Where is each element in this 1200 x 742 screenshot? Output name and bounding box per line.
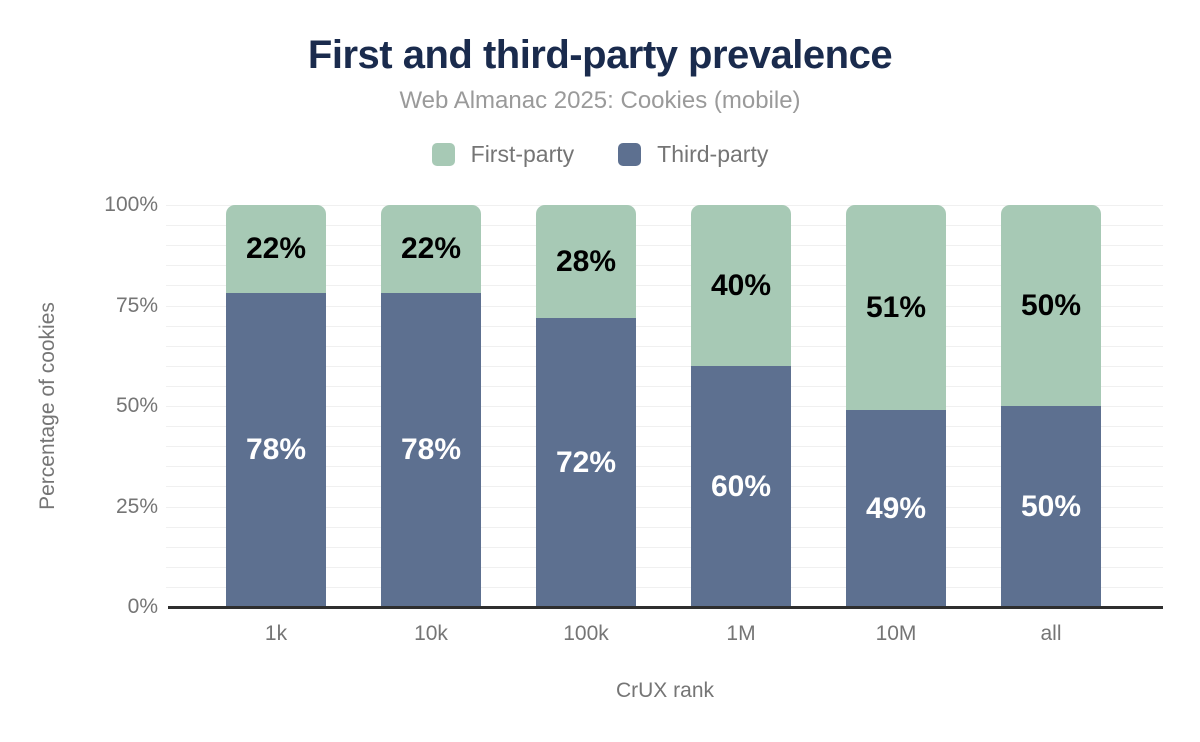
bar-value-label: 60% [710,469,772,503]
bar-value-label: 78% [245,433,307,466]
bar-segment-third-party: 50% [1001,406,1101,607]
x-tick-label: 100k [563,622,609,645]
gridline [166,566,1163,568]
x-tick-label: 10k [414,622,448,645]
gridline [166,486,1163,488]
gridline [166,586,1163,588]
gridline [166,466,1163,468]
gridline [166,426,1163,428]
gridline [166,205,1163,206]
bar-value-label: 50% [1020,288,1082,322]
bar-segment-third-party: 49% [846,410,946,607]
bar-segment-first-party: 22% [381,205,481,293]
legend-item-label: First-party [470,141,575,167]
legend: First-party Third-party [0,141,1200,168]
bar-segment-third-party: 78% [381,293,481,607]
bar-segment-third-party: 60% [691,366,791,607]
gridline [166,385,1163,387]
gridline [166,506,1163,508]
y-axis-title: Percentage of cookies [36,302,59,510]
bar-1k: 22% 78% [226,205,326,607]
legend-swatch [431,143,455,166]
x-tick-label: all [1040,622,1062,645]
bar-value-label: 78% [400,433,462,466]
bar-value-label: 40% [710,268,772,302]
bar-segment-first-party: 40% [691,205,791,366]
bar-100k: 28% 72% [536,205,636,607]
gridline [166,446,1163,448]
gridline [166,546,1163,548]
bar-10M: 51% 49% [846,205,946,607]
bar-10k: 22% 78% [381,205,481,607]
y-tick-label: 75% [115,293,158,317]
bar-segment-first-party: 28% [536,205,636,318]
bar-value-label: 50% [1020,489,1082,523]
x-tick-label: 1k [264,622,288,645]
chart-title: First and third-party prevalence [307,33,893,77]
legend-item-label: Third-party [657,141,769,167]
legend-swatch [618,143,642,166]
bar-value-label: 49% [865,491,927,525]
bar-segment-third-party: 72% [536,318,636,607]
gridline [166,305,1163,307]
gridline [166,225,1163,227]
bar-value-label: 72% [555,445,617,479]
bar-1M: 40% 60% [691,205,791,607]
bar-segment-first-party: 51% [846,205,946,410]
gridline [166,265,1163,267]
gridline [166,245,1163,247]
bar-value-label: 22% [245,232,307,265]
bar-value-label: 22% [400,232,462,265]
bar-segment-first-party: 50% [1001,205,1101,406]
x-tick-label: 10M [875,622,917,645]
chart-subtitle: Web Almanac 2025: Cookies (mobile) [399,87,801,114]
legend-item-first-party: First-party [431,141,575,168]
gridline [166,365,1163,367]
gridline [166,325,1163,327]
gridline [166,345,1163,347]
x-axis-line [168,606,1163,609]
bar-value-label: 28% [555,244,617,278]
gridline [166,285,1163,287]
bar-segment-first-party: 22% [226,205,326,293]
gridline [166,406,1163,407]
plot-area: 22% 78% 22% 78% 28% 72% 40% 60% 51% 49% 50% 50% [166,205,1163,607]
y-tick-label: 25% [115,494,158,518]
bar-all: 50% 50% [1001,205,1101,607]
bar-segment-third-party: 78% [226,293,326,607]
y-tick-label: 100% [104,193,158,216]
y-tick-label: 50% [115,394,158,417]
bar-value-label: 51% [865,290,927,324]
y-tick-label: 0% [127,595,158,618]
gridline [166,526,1163,528]
x-tick-label: 1M [726,622,756,645]
x-axis-title: CrUX rank [615,679,715,702]
legend-item-third-party: Third-party [618,141,768,168]
